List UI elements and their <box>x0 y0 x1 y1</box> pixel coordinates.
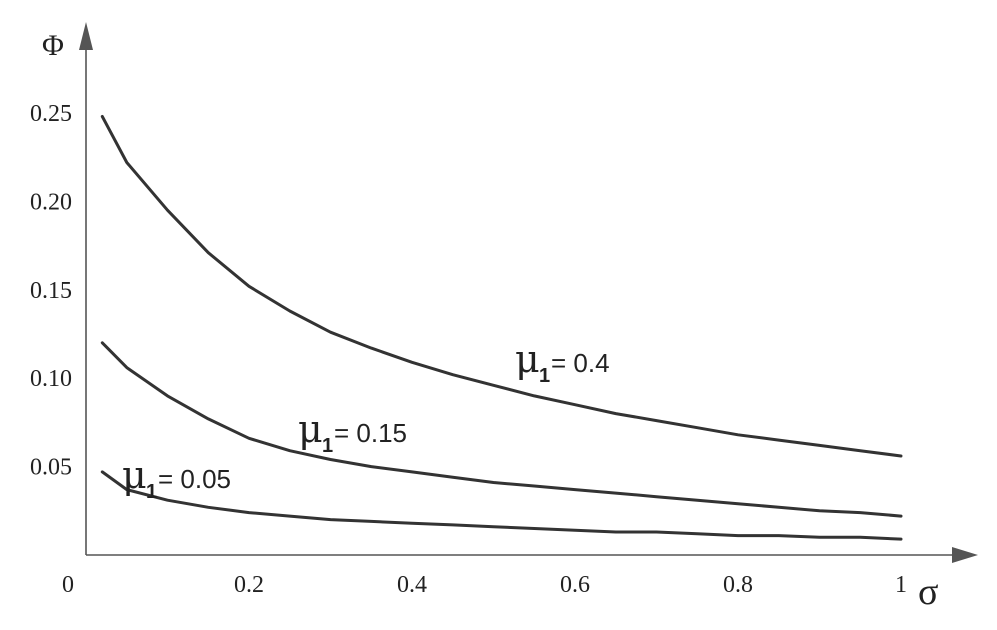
series-line-1 <box>100 341 903 518</box>
series-label-prefix: μ <box>298 407 323 451</box>
x-tick-label: 1 <box>895 572 907 598</box>
series-label-prefix: μ <box>122 453 147 497</box>
series-label-value: = 0.15 <box>334 418 407 448</box>
axes <box>79 22 978 563</box>
curves <box>100 115 903 541</box>
series-line-0 <box>100 115 903 458</box>
x-ticks: 0 0.2 0.4 0.6 0.8 1 <box>62 572 907 598</box>
series-label-sub: 1 <box>539 365 550 387</box>
series-label-sub: 1 <box>146 481 157 503</box>
y-tick-label: 0.15 <box>30 278 72 304</box>
series-line-2 <box>100 470 903 541</box>
series-label-value: = 0.05 <box>158 464 231 494</box>
y-tick-label: 0.10 <box>30 366 72 392</box>
y-axis-arrow <box>79 22 93 50</box>
series-label-value: = 0.4 <box>551 348 610 378</box>
x-tick-label: 0.2 <box>234 572 264 598</box>
series-label-prefix: μ <box>515 337 540 381</box>
y-axis-label: Φ <box>42 29 64 62</box>
x-tick-label: 0.6 <box>560 572 590 598</box>
x-axis-label: σ <box>918 571 938 613</box>
x-tick-label: 0.8 <box>723 572 753 598</box>
y-tick-label: 0.25 <box>30 101 72 127</box>
x-tick-label: 0.4 <box>397 572 427 598</box>
y-ticks: 0.05 0.10 0.15 0.20 0.25 <box>30 101 72 481</box>
x-tick-label: 0 <box>62 572 74 598</box>
series-label-sub: 1 <box>322 435 333 457</box>
y-tick-label: 0.20 <box>30 189 72 215</box>
y-tick-label: 0.05 <box>30 455 72 481</box>
x-axis-arrow <box>952 547 978 563</box>
